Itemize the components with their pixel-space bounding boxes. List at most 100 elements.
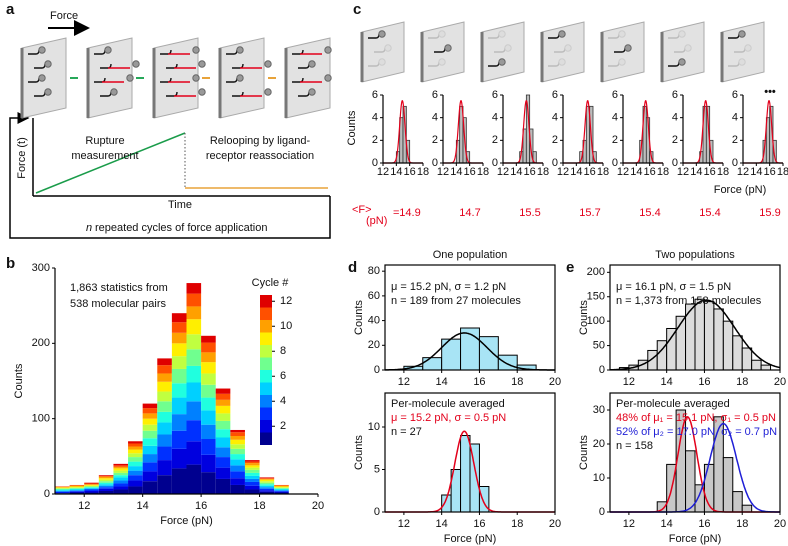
x-tick-label: 18 <box>511 376 523 388</box>
bar-segment <box>274 490 289 491</box>
bead <box>308 88 316 96</box>
y-tick-label: 6 <box>732 89 738 101</box>
annotation: n = 189 from 27 molecules <box>391 295 521 307</box>
bar-segment <box>259 478 275 480</box>
bar-segment <box>157 460 172 476</box>
bar-segment <box>215 437 231 448</box>
bar-segment <box>201 472 216 494</box>
bar-segment <box>259 488 275 491</box>
bar-segment <box>230 459 245 466</box>
y-tick-label: 4 <box>612 112 618 124</box>
panel-label: e <box>566 259 574 276</box>
bar-segment <box>157 373 172 382</box>
colorbar-title: Cycle # <box>252 277 290 289</box>
x-tick-label: 12 <box>377 166 389 178</box>
y-tick-label: 0 <box>374 364 380 376</box>
bar-segment <box>157 358 172 366</box>
x-tick-label: 18 <box>253 500 265 512</box>
y-tick-label: 0 <box>492 157 498 169</box>
bar-segment <box>230 432 245 436</box>
bar-segment <box>142 403 158 409</box>
bead <box>324 74 332 82</box>
x-tick-label: 18 <box>477 166 489 178</box>
y-tick-label: 100 <box>32 413 50 425</box>
y-tick-label: 200 <box>32 337 50 349</box>
y-axis-label: Counts <box>578 300 590 335</box>
annotation: n = 158 <box>616 440 653 452</box>
bar-segment <box>128 453 143 458</box>
bar-segment <box>142 418 158 425</box>
bar-segment <box>201 439 216 455</box>
bar-segment <box>171 430 187 449</box>
cycles-text: repeated cycles of force application <box>95 222 267 234</box>
bead <box>684 44 692 52</box>
annotation: Per-molecule averaged <box>391 398 505 410</box>
bar-segment <box>259 485 275 488</box>
bar-segment <box>186 349 202 366</box>
mean-value: 15.4 <box>639 207 660 219</box>
bar-segment <box>98 487 114 489</box>
surface <box>153 37 199 119</box>
y-tick-label: 4 <box>672 112 678 124</box>
bead <box>444 44 452 52</box>
bar-segment <box>259 491 275 494</box>
annotation: 52% of μ₂ = 17.0 pN, σ₂ = 0.7 pN <box>616 426 777 438</box>
bar-segment <box>215 399 231 406</box>
bar-segment <box>84 485 99 487</box>
bead <box>744 44 752 52</box>
y-tick-label: 0 <box>372 157 378 169</box>
bar-segment <box>157 411 172 423</box>
colorbar-tick-label: 12 <box>280 295 292 307</box>
bar-segment <box>230 465 245 472</box>
x-tick-label: 16 <box>195 500 207 512</box>
annotation: μ = 16.1 pN, σ = 1.5 pN <box>616 281 731 293</box>
bar-segment <box>98 484 114 486</box>
bar-segment <box>142 471 158 482</box>
bar-segment <box>244 469 260 473</box>
colorbar-segment <box>260 295 272 308</box>
y-tick-label: 0 <box>44 488 50 500</box>
x-tick-label: 12 <box>617 166 629 178</box>
bar-segment <box>244 481 260 486</box>
bar-segment <box>55 487 70 489</box>
bar-segment <box>113 489 129 494</box>
x-axis-label: Force (pN) <box>669 533 722 545</box>
mean-value: 15.9 <box>759 207 780 219</box>
bar-segment <box>55 488 70 490</box>
bar-segment <box>98 482 114 485</box>
x-tick-label: 14 <box>750 166 762 178</box>
bead <box>618 58 626 66</box>
equals: = <box>393 207 399 219</box>
bar <box>741 347 753 371</box>
y-tick-label: 50 <box>593 339 605 351</box>
mean-value: 15.4 <box>699 207 720 219</box>
y-axis-label: Counts <box>578 435 590 470</box>
x-tick-label: 20 <box>549 376 561 388</box>
mean-value: 14.9 <box>399 207 420 219</box>
bar-segment <box>128 475 143 481</box>
bar <box>460 435 471 513</box>
bar <box>751 359 762 371</box>
plot-frame <box>609 392 781 513</box>
bar-segment <box>157 365 172 374</box>
bead <box>558 58 566 66</box>
x-tick-label: 14 <box>690 166 702 178</box>
bar-segment <box>244 489 260 494</box>
force-arrow-label: Force <box>50 10 78 22</box>
bar-segment <box>69 487 85 488</box>
bar-segment <box>98 485 114 488</box>
y-tick-label: 0 <box>552 157 558 169</box>
bar <box>478 336 499 371</box>
colorbar-tick-label: 10 <box>280 320 292 332</box>
x-tick-label: 16 <box>644 166 656 178</box>
y-tick-label: 4 <box>492 112 498 124</box>
bar-segment <box>84 490 99 493</box>
y-tick-label: 150 <box>587 291 605 303</box>
y-tick-label: 0 <box>732 157 738 169</box>
bar-segment <box>69 490 85 492</box>
x-tick-label: 12 <box>398 518 410 530</box>
bar-segment <box>201 362 216 374</box>
bar-segment <box>230 429 245 433</box>
x-tick-label: 18 <box>736 376 748 388</box>
colorbar-tick-label: 4 <box>280 395 286 407</box>
